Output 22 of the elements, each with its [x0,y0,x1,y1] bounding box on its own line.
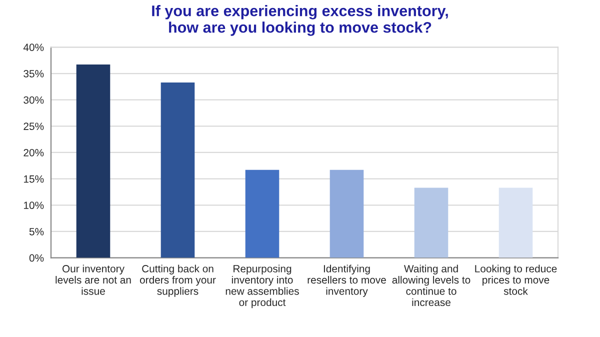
bar [76,64,110,258]
y-tick-label: 15% [24,175,44,183]
y-tick-label: 5% [29,228,44,236]
x-tick-label: Our inventory levels are not an issue [56,264,131,295]
bar [414,188,448,258]
bar [498,188,533,258]
bar [160,82,195,258]
x-tick-label: Repurposing inventory into new assemblies or product [226,264,299,308]
x-tick-label: Cutting back on orders from your suppliers [140,264,216,297]
y-tick-label: 20% [24,148,44,156]
bar [330,170,364,258]
x-tick-label: Waiting and allowing levels to continue to increase [392,264,470,306]
y-tick-label: 30% [24,96,44,104]
bar [245,170,280,258]
y-tick-label: 40% [23,44,44,52]
y-tick-label: 35% [24,70,44,78]
chart-title: If you are experiencing excess inventory, how are you looking to move stock? [152,5,448,36]
y-tick-label: 10% [24,202,44,210]
x-tick-label: Identifying resellers to move inventory [308,264,386,297]
y-tick-label: 25% [24,122,44,130]
y-tick-label: 0% [29,254,44,262]
x-tick-label: Looking to reduce prices to move stock [475,264,557,295]
